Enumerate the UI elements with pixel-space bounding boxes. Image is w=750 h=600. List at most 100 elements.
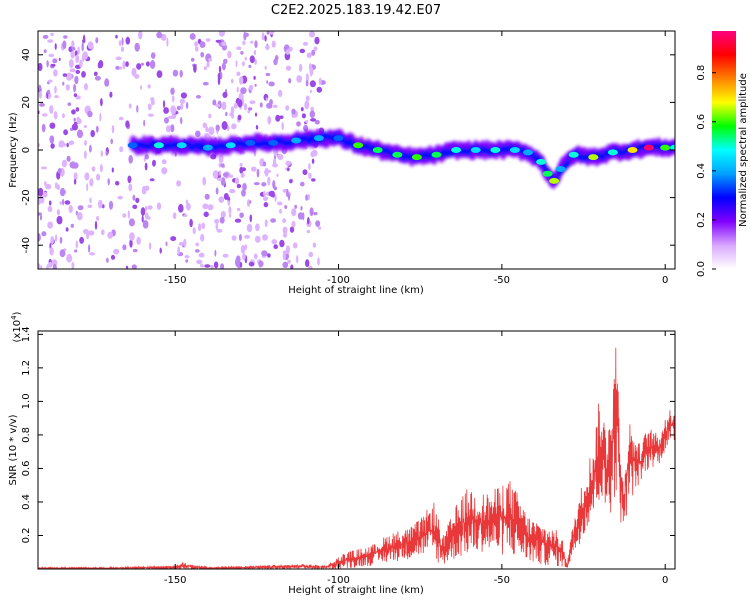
noise-dot (299, 48, 306, 54)
noise-dot (317, 257, 320, 266)
noise-dot (71, 40, 75, 49)
noise-dot (241, 61, 245, 67)
noise-dot (161, 167, 168, 175)
noise-dot (141, 185, 147, 195)
spectrogram-y-tick-label: -20 (21, 189, 32, 205)
trace-point (568, 151, 579, 158)
noise-dot (305, 79, 309, 87)
noise-dot (259, 102, 263, 108)
noise-dot (221, 62, 226, 71)
noise-dot (48, 200, 52, 206)
noise-dot (58, 57, 61, 61)
noise-dot (279, 208, 282, 214)
noise-dot (62, 40, 67, 49)
noise-dot (189, 218, 193, 228)
noise-dot (253, 182, 260, 186)
noise-dot (300, 107, 304, 112)
trace-point (643, 144, 654, 151)
snr-y-tick-label: 1.4 (21, 326, 32, 342)
noise-dot (272, 158, 277, 168)
noise-dot (193, 64, 197, 73)
noise-dot (61, 113, 65, 119)
noise-dot (71, 109, 76, 115)
noise-dot (68, 59, 74, 68)
noise-dot (234, 218, 242, 223)
noise-dot (263, 202, 269, 208)
noise-dot (156, 202, 162, 210)
noise-dot (240, 245, 246, 254)
noise-dot (61, 143, 67, 147)
noise-dot (200, 233, 205, 242)
noise-dot (117, 195, 123, 200)
noise-dot (52, 263, 57, 269)
noise-dot (244, 56, 247, 61)
noise-dot (88, 230, 95, 236)
snr-y-label: SNR (10 * v/v) (8, 414, 19, 485)
noise-dot (136, 236, 141, 245)
noise-dot (201, 222, 206, 230)
noise-dot (68, 205, 73, 213)
spectrogram-x-tick-label: 0 (662, 275, 668, 286)
trace-point (268, 139, 279, 146)
noise-dot (231, 113, 235, 119)
trace-point (313, 135, 324, 142)
noise-dot (309, 89, 313, 94)
noise-dot (294, 204, 298, 209)
noise-dot (49, 122, 56, 129)
noise-dot (73, 117, 76, 122)
noise-dot (180, 103, 184, 110)
noise-dot (284, 205, 288, 209)
noise-dot (118, 116, 124, 121)
noise-dot (240, 87, 247, 94)
snr-x-label: Height of straight line (km) (288, 585, 424, 596)
noise-dot (43, 191, 48, 198)
noise-dot (265, 97, 268, 102)
snr-y-tick-label: 0.8 (21, 427, 32, 443)
noise-dot (256, 168, 260, 178)
noise-dot (235, 60, 238, 68)
noise-dot (63, 35, 68, 39)
noise-dot (290, 264, 294, 269)
noise-dot (161, 159, 167, 165)
noise-dot (88, 244, 91, 253)
spectrogram-y-tick-label: 20 (21, 96, 32, 109)
noise-dot (76, 118, 82, 125)
noise-dot (125, 265, 129, 269)
noise-dot (221, 41, 227, 47)
noise-dot (185, 259, 189, 263)
noise-dot (69, 68, 76, 73)
noise-dot (288, 193, 290, 201)
noise-dot (220, 71, 223, 80)
noise-dot (308, 163, 311, 170)
noise-dot (208, 58, 213, 62)
noise-dot (196, 259, 203, 265)
noise-dot (119, 146, 124, 153)
noise-dot (69, 161, 75, 169)
noise-dot (67, 102, 72, 106)
noise-dot (307, 193, 310, 201)
noise-dot (205, 126, 209, 133)
noise-dot (318, 226, 322, 230)
noise-dot (301, 113, 306, 119)
noise-dot (288, 46, 293, 52)
noise-dot (144, 154, 149, 160)
noise-dot (249, 200, 252, 204)
noise-dot (170, 87, 175, 95)
spectrogram-y-ticks: -40 -20 0 20 40 (21, 48, 675, 253)
noise-dot (82, 51, 88, 60)
noise-dot (274, 194, 277, 202)
noise-dot (171, 95, 175, 103)
noise-dot (59, 249, 66, 258)
noise-dot (101, 229, 105, 236)
snr-frame (37, 330, 676, 570)
noise-dot (285, 49, 290, 55)
noise-dot (54, 95, 59, 99)
noise-dot (99, 164, 103, 173)
noise-dot (122, 244, 127, 251)
noise-dot (90, 130, 95, 138)
noise-dot (100, 150, 104, 157)
noise-dot (194, 41, 199, 47)
noise-dot (71, 123, 78, 131)
noise-dot (54, 43, 57, 50)
noise-dot (79, 59, 83, 68)
